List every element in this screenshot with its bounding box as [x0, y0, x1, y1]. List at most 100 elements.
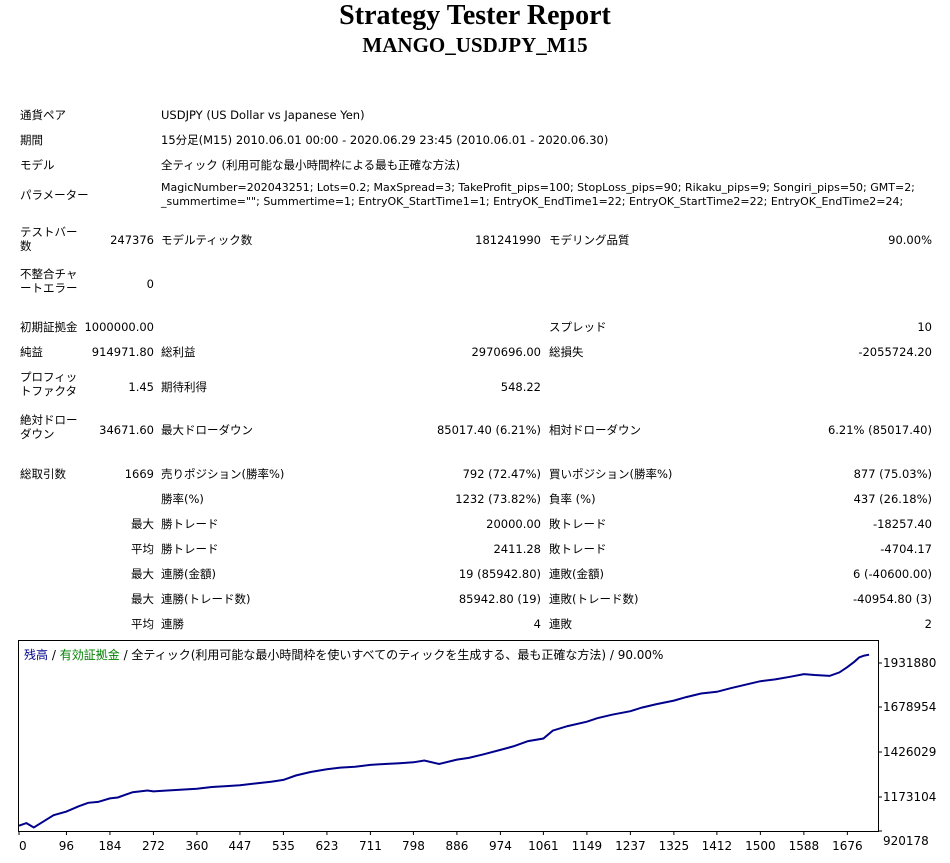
- x-tick-label: 623: [315, 839, 338, 853]
- max-cons-loss-label: 連敗(トレード数): [549, 592, 639, 606]
- spread-value: 10: [917, 320, 932, 334]
- x-tick-label: 1061: [528, 839, 559, 853]
- max-cons-loss-value: -40954.80 (3): [853, 592, 932, 606]
- average-cons-prefix: 平均: [131, 617, 154, 631]
- average-cons-wins-value: 4: [533, 617, 541, 631]
- max-drawdown-label: 最大ドローダウン: [161, 423, 253, 437]
- x-tick-label: 184: [98, 839, 121, 853]
- model-value: 全ティック (利用可能な最小時間枠による最も正確な方法): [161, 158, 461, 172]
- pair-label: 通貨ペア: [20, 108, 66, 122]
- x-tick-label: 1588: [789, 839, 820, 853]
- legend-balance: 残高: [24, 648, 49, 662]
- x-tick-label: 1500: [745, 839, 776, 853]
- absolute-drawdown-value: 34671.60: [99, 423, 154, 437]
- x-tick-label: 447: [228, 839, 251, 853]
- total-trades-value: 1669: [124, 467, 154, 481]
- average-loss-label: 敗トレード: [549, 542, 607, 556]
- max-drawdown-value: 85017.40 (6.21%): [436, 423, 541, 437]
- gross-loss-label: 総損失: [549, 345, 584, 359]
- largest-prefix: 最大: [131, 517, 154, 531]
- report-subtitle: MANGO_USDJPY_M15: [362, 33, 588, 57]
- expected-payoff-value: 548.22: [500, 380, 541, 394]
- long-positions-value: 877 (75.03%): [853, 467, 932, 481]
- net-profit-value: 914971.80: [91, 345, 154, 359]
- model-ticks-label: モデルティック数: [161, 233, 253, 247]
- mismatch-label: 不整合チャートエラー: [20, 267, 78, 295]
- net-profit-label: 純益: [20, 345, 43, 359]
- max-cons-profit-prefix: 最大: [131, 592, 154, 606]
- balance-chart-svg: 0 96 184 272 360 447 535 623 711 798 886 974 1061 114…: [18, 640, 936, 853]
- modeling-quality-value: 90.00%: [888, 233, 932, 247]
- modeling-quality-label: モデリング品質: [549, 233, 630, 247]
- legend-equity: 有効証拠金: [59, 648, 120, 662]
- profit-factor-label: プロフィットファクタ: [20, 370, 78, 398]
- x-tick-label: 96: [59, 839, 74, 853]
- x-tick-label: 272: [142, 839, 165, 853]
- largest-loss-value: -18257.40: [872, 517, 932, 531]
- y-tick-label: 920178: [883, 834, 929, 848]
- chart-legend: 残高 / 有効証拠金 / 全ティック(利用可能な最小時間枠を使いすべてのティック…: [24, 646, 663, 663]
- gross-profit-label: 総利益: [161, 345, 196, 359]
- relative-drawdown-value: 6.21% (85017.40): [827, 423, 932, 437]
- y-tick-label: 1931880: [883, 656, 936, 670]
- max-cons-wins-value: 19 (85942.80): [458, 567, 541, 581]
- win-rate-value: 1232 (73.82%): [455, 492, 541, 506]
- test-bars-label: テストバー数: [20, 225, 78, 253]
- x-tick-label: 1237: [615, 839, 646, 853]
- x-tick-label: 360: [185, 839, 208, 853]
- win-rate-label: 勝率(%): [161, 492, 204, 506]
- report-title: Strategy Tester Report: [339, 0, 611, 31]
- params-line-1: MagicNumber=202043251; Lots=0.2; MaxSpre…: [161, 181, 915, 194]
- y-axis: 1931880 1678954 1426029 1173104 920178: [878, 656, 936, 848]
- x-axis: 0 96 184 272 360 447 535 623 711 798 886 974 1061 114…: [18, 831, 863, 853]
- average-prefix: 平均: [131, 542, 154, 556]
- max-cons-losses-value: 6 (-40600.00): [853, 567, 932, 581]
- short-positions-value: 792 (72.47%): [462, 467, 541, 481]
- model-ticks-value: 181241990: [475, 233, 541, 247]
- model-label: モデル: [20, 158, 55, 172]
- short-positions-label: 売りポジション(勝率%): [161, 467, 285, 481]
- initial-deposit-label: 初期証拠金: [20, 320, 78, 334]
- largest-win-label: 勝トレード: [161, 517, 219, 531]
- x-tick-label: 1325: [659, 839, 690, 853]
- y-tick-label: 1678954: [883, 700, 936, 714]
- loss-rate-value: 437 (26.18%): [853, 492, 932, 506]
- gross-loss-value: -2055724.20: [858, 345, 932, 359]
- largest-win-value: 20000.00: [486, 517, 541, 531]
- average-loss-value: -4704.17: [880, 542, 932, 556]
- long-positions-label: 買いポジション(勝率%): [549, 467, 673, 481]
- max-cons-prefix: 最大: [131, 567, 154, 581]
- x-tick-label: 711: [359, 839, 382, 853]
- spread-label: スプレッド: [549, 320, 607, 334]
- absolute-drawdown-label: 絶対ドローダウン: [20, 413, 78, 441]
- y-tick-label: 1173104: [883, 790, 936, 804]
- balance-chart: 0 96 184 272 360 447 535 623 711 798 886 974 1061 114…: [18, 640, 940, 860]
- relative-drawdown-label: 相対ドローダウン: [549, 423, 641, 437]
- x-tick-label: 1676: [832, 839, 863, 853]
- max-cons-profit-label: 連勝(トレード数): [161, 592, 251, 606]
- max-cons-wins-label: 連勝(金額): [161, 567, 216, 581]
- x-tick-label: 1412: [702, 839, 733, 853]
- max-cons-profit-value: 85942.80 (19): [458, 592, 541, 606]
- legend-separator: /: [51, 648, 56, 662]
- period-label: 期間: [20, 133, 43, 147]
- initial-deposit-value: 1000000.00: [84, 320, 154, 334]
- x-tick-label: 974: [489, 839, 512, 853]
- average-cons-losses-label: 連敗: [549, 617, 572, 631]
- params-label: パラメーター: [20, 188, 89, 202]
- largest-loss-label: 敗トレード: [549, 517, 607, 531]
- total-trades-label: 総取引数: [20, 467, 66, 481]
- x-tick-label: 798: [402, 839, 425, 853]
- gross-profit-value: 2970696.00: [471, 345, 541, 359]
- loss-rate-label: 負率 (%): [549, 492, 596, 506]
- legend-description: / 全ティック(利用可能な最小時間枠を使いすべてのティックを生成する、最も正確な…: [123, 648, 664, 662]
- x-tick-label: 535: [272, 839, 295, 853]
- period-value: 15分足(M15) 2010.06.01 00:00 - 2020.06.29 …: [161, 133, 609, 147]
- max-cons-losses-label: 連敗(金額): [549, 567, 604, 581]
- average-cons-wins-label: 連勝: [161, 617, 184, 631]
- params-line-2: _summertime=""; Summertime=1; EntryOK_St…: [161, 195, 904, 208]
- profit-factor-value: 1.45: [128, 380, 154, 394]
- balance-line: [18, 653, 870, 829]
- x-tick-label: 1149: [572, 839, 603, 853]
- mismatch-value: 0: [146, 277, 154, 291]
